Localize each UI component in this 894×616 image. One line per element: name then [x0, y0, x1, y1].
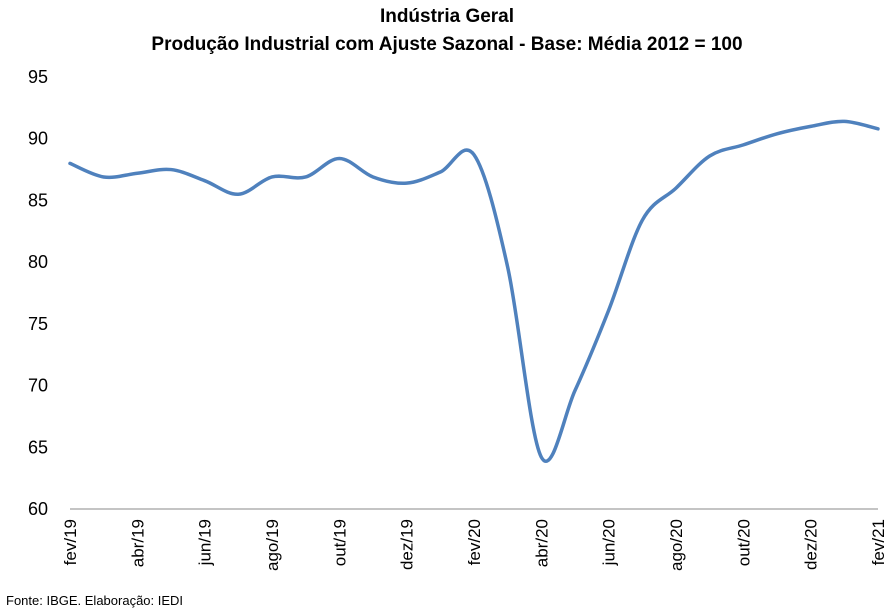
x-tick-label-6: fev/20 — [465, 519, 484, 565]
x-tick-label-8: jun/20 — [600, 519, 619, 566]
chart-title: Indústria Geral — [379, 6, 515, 27]
x-tick-label-3: ago/19 — [263, 519, 282, 571]
series-line — [68, 119, 880, 463]
y-axis: 60 65 70 75 80 85 90 95 — [28, 67, 48, 519]
y-tick-label-5: 85 — [28, 190, 48, 210]
y-tick-label-6: 90 — [28, 129, 48, 149]
y-tick-label-3: 75 — [28, 314, 48, 334]
y-tick-label-7: 95 — [28, 67, 48, 87]
x-tick-label-11: dez/20 — [802, 519, 821, 570]
x-tick-label-5: dez/19 — [398, 519, 417, 570]
chart-subtitle: Produção Industrial com Ajuste Sazonal -… — [151, 34, 743, 55]
y-tick-label-2: 70 — [28, 376, 48, 396]
x-tick-label-12: fev/21 — [869, 519, 888, 565]
x-tick-label-1: abr/19 — [128, 519, 147, 567]
y-tick-label-1: 65 — [28, 437, 48, 457]
y-tick-label-4: 80 — [28, 252, 48, 272]
series-layer — [68, 119, 880, 463]
x-tick-label-4: out/19 — [330, 519, 349, 566]
x-tick-label-0: fev/19 — [61, 519, 80, 565]
x-tick-label-7: abr/20 — [532, 519, 551, 567]
x-axis: fev/19 abr/19 jun/19 ago/19 out/19 dez/19 fev/… — [61, 508, 888, 571]
x-tick-label-2: jun/19 — [196, 519, 215, 566]
x-tick-label-10: out/20 — [734, 519, 753, 566]
source-note: Fonte: IBGE. Elaboração: IEDI — [6, 593, 184, 608]
y-tick-label-0: 60 — [28, 499, 48, 519]
x-tick-label-9: ago/20 — [667, 519, 686, 571]
